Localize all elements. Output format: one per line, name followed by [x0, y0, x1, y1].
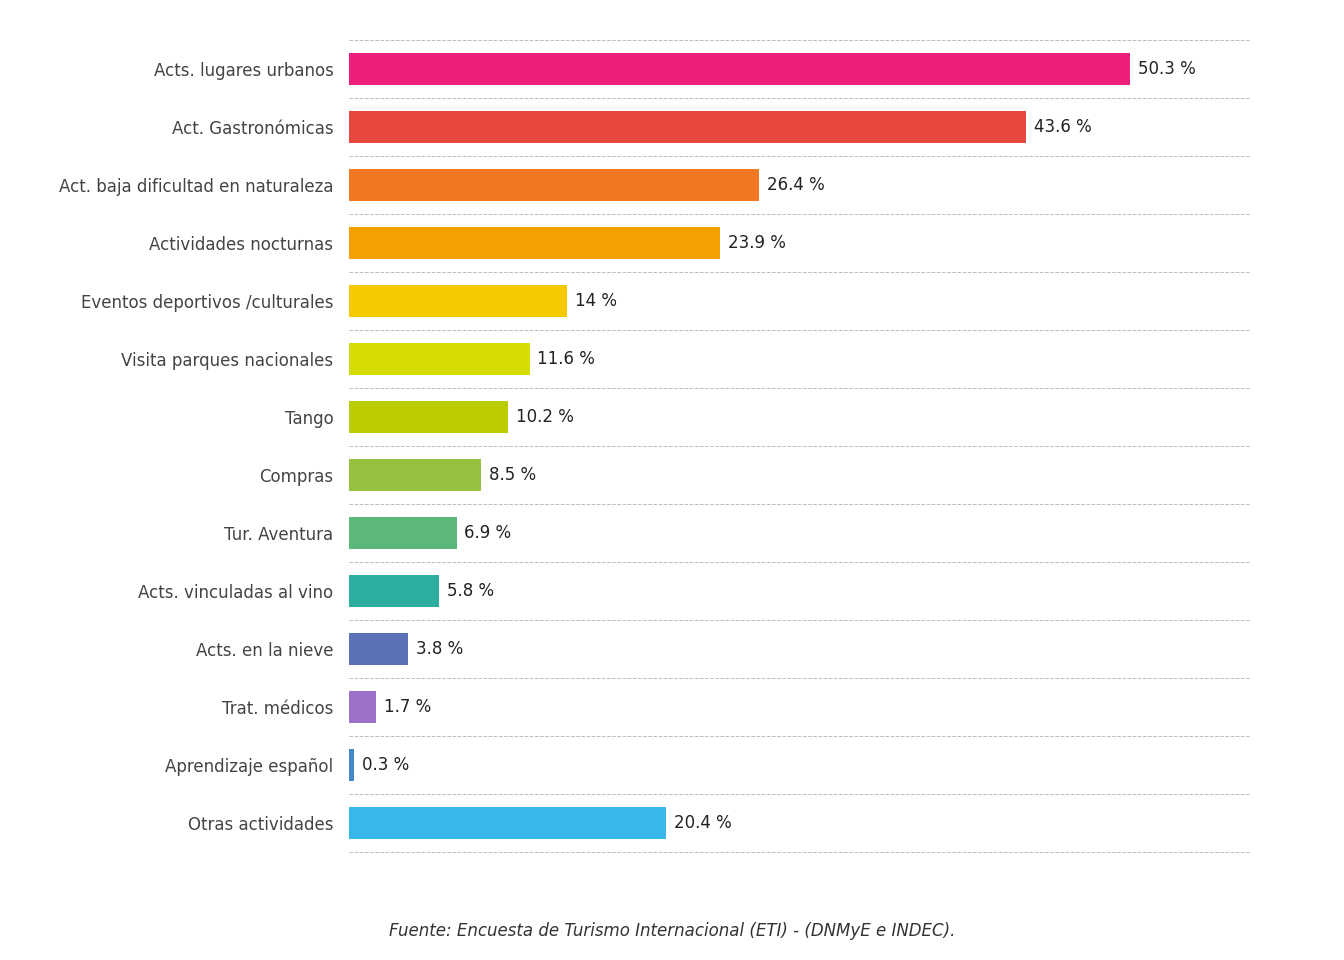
Bar: [349, 691, 376, 723]
Text: 6.9 %: 6.9 %: [464, 524, 512, 542]
Text: 1.7 %: 1.7 %: [383, 699, 431, 716]
Bar: [349, 54, 1130, 85]
Text: 23.9 %: 23.9 %: [728, 234, 786, 252]
Bar: [349, 344, 530, 375]
Bar: [349, 634, 409, 665]
Text: 26.4 %: 26.4 %: [767, 177, 825, 195]
Text: Fuente: Encuesta de Turismo Internacional (ETI) - (DNMyE e INDEC).: Fuente: Encuesta de Turismo Internaciona…: [388, 923, 956, 940]
Text: 50.3 %: 50.3 %: [1138, 60, 1196, 79]
Bar: [349, 517, 457, 549]
Text: 3.8 %: 3.8 %: [417, 640, 464, 659]
Bar: [349, 750, 353, 781]
Bar: [349, 807, 667, 839]
Bar: [349, 285, 567, 318]
Bar: [349, 170, 759, 202]
Text: 0.3 %: 0.3 %: [362, 756, 409, 775]
Text: 8.5 %: 8.5 %: [489, 467, 536, 485]
Bar: [349, 111, 1027, 143]
Bar: [349, 401, 508, 433]
Text: 11.6 %: 11.6 %: [538, 350, 595, 369]
Text: 5.8 %: 5.8 %: [448, 583, 495, 600]
Text: 20.4 %: 20.4 %: [673, 814, 731, 832]
Text: 14 %: 14 %: [574, 293, 617, 310]
Bar: [349, 575, 439, 608]
Bar: [349, 460, 481, 492]
Text: 43.6 %: 43.6 %: [1034, 118, 1091, 136]
Text: 10.2 %: 10.2 %: [516, 408, 574, 426]
Bar: [349, 228, 720, 259]
